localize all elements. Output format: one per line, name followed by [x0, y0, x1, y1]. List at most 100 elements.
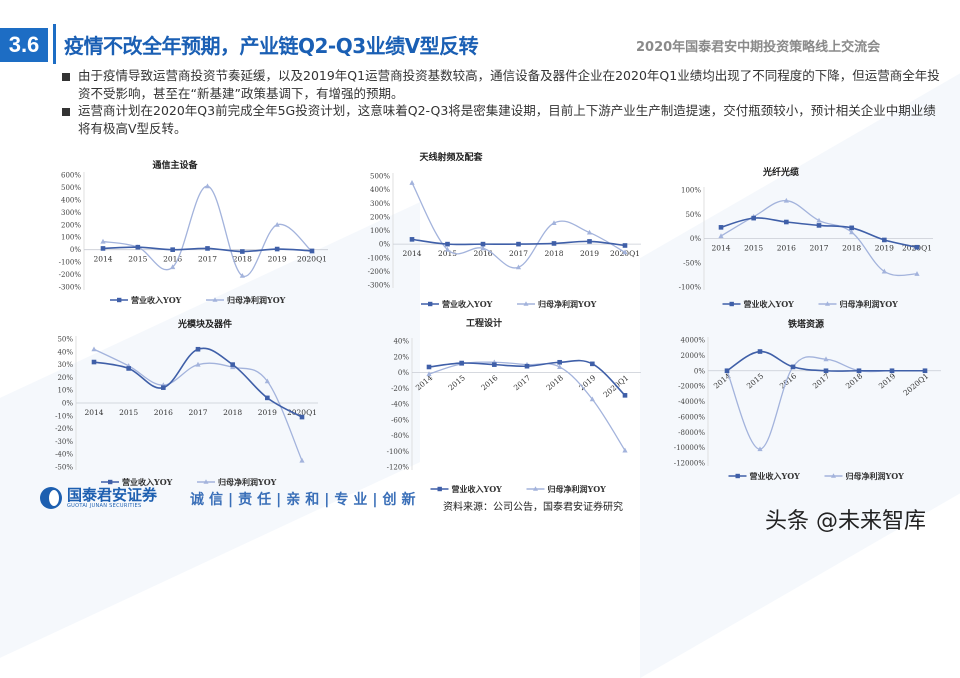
data-point-revenue	[816, 223, 822, 228]
data-point-revenue	[823, 368, 829, 374]
slogan: 诚信|责任|亲和|专业|创新	[190, 492, 421, 508]
legend-label: 归母净利润YOY	[846, 471, 905, 481]
y-tick-label: -10%	[55, 412, 73, 420]
x-tick-label: 2018	[544, 249, 563, 258]
x-tick-label: 2014	[712, 371, 733, 390]
legend-marker	[117, 297, 122, 303]
chart-3: 光纤光缆 100% 50% 0% -50% -100% 2014 2015 2016 2017 20…	[679, 166, 933, 309]
data-point-profit	[91, 346, 97, 352]
y-tick-label: 500%	[61, 184, 81, 192]
y-tick-label: 500%	[370, 173, 390, 181]
data-point-profit	[100, 238, 106, 244]
x-tick-label: 2016	[154, 408, 173, 417]
x-tick-label: 2018	[842, 244, 861, 253]
data-point-profit	[823, 356, 829, 362]
y-tick-label: -10000%	[674, 444, 706, 452]
y-tick-label: -20%	[391, 385, 409, 393]
data-point-profit	[204, 183, 211, 189]
y-tick-label: 100%	[370, 227, 390, 235]
y-tick-label: -4000%	[678, 398, 705, 406]
data-point-revenue	[240, 249, 245, 254]
y-tick-label: 20%	[57, 374, 73, 382]
y-tick-label: -60%	[391, 416, 409, 424]
bullet-item: 由于疫情导致运营商投资节奏延缓，以及2019年Q1运营商投资基数较高，通信设备及…	[62, 67, 942, 102]
legend-marker	[825, 301, 830, 306]
data-point-revenue	[551, 241, 557, 246]
watermark: 头条 @未来智库	[765, 509, 926, 534]
y-tick-label: -40%	[55, 451, 73, 459]
data-point-profit	[195, 361, 201, 367]
chart-title: 天线射频及配套	[419, 151, 483, 163]
legend-label: 归母净利润YOY	[227, 295, 286, 305]
legend-label: 营业收入YOY	[750, 471, 801, 481]
chart-1: 通信主设备 600% 500% 400% 300% 200% 100% 0% -100% -200…	[59, 159, 328, 305]
x-tick-label: 2019	[580, 249, 599, 258]
x-tick-label: 2019	[258, 408, 277, 417]
y-tick-label: 100%	[61, 234, 81, 242]
legend-marker	[437, 486, 442, 492]
chart-4: 光模块及器件 50% 40% 30% 20% 10% 0% -10% -20% -30% -40% -…	[55, 318, 318, 487]
data-point-revenue	[751, 215, 756, 221]
data-point-profit	[622, 447, 628, 453]
data-point-revenue	[922, 368, 928, 374]
charts-canvas: 通信主设备 600% 500% 400% 300% 200% 100% 0% -100% -200…	[55, 151, 941, 494]
x-tick-label: 2016	[777, 244, 796, 253]
data-point-profit	[299, 457, 305, 463]
data-point-revenue	[856, 368, 862, 374]
y-tick-label: 0%	[398, 369, 409, 377]
data-point-profit	[586, 229, 593, 235]
x-tick-label: 2017	[512, 373, 533, 392]
logo-icon	[40, 487, 62, 509]
data-point-profit	[239, 273, 245, 278]
source-note: 资料来源：公司公告，国泰君安证券研究	[443, 502, 623, 513]
bullet-text: 运营商计划在2020年Q3前完成全年5G投资计划，这意味着Q2-Q3将是密集建设…	[78, 103, 936, 136]
x-tick-label: 2014	[84, 408, 103, 417]
legend-marker	[108, 479, 113, 485]
event-name: 2020年国泰君安中期投资策略线上交流会	[636, 40, 881, 55]
y-tick-label: -50%	[683, 259, 701, 267]
data-point-revenue	[849, 225, 854, 231]
x-tick-label: 2019	[877, 371, 898, 390]
y-tick-label: -20%	[55, 425, 73, 433]
legend-label: 营业收入YOY	[442, 299, 493, 309]
y-tick-label: -100%	[368, 254, 391, 262]
x-tick-label: 2015	[744, 244, 763, 253]
legend-label: 营业收入YOY	[131, 295, 182, 305]
data-point-revenue	[195, 346, 201, 352]
y-tick-label: -200%	[368, 268, 391, 276]
title-divider	[53, 24, 56, 64]
data-point-profit	[515, 264, 522, 270]
data-point-revenue	[100, 246, 106, 251]
data-point-revenue	[524, 363, 530, 369]
data-point-revenue	[622, 393, 628, 398]
data-point-revenue	[274, 246, 280, 252]
y-tick-label: -200%	[59, 271, 82, 279]
y-tick-label: -50%	[55, 464, 73, 472]
y-tick-label: -6000%	[678, 413, 705, 421]
y-tick-label: -8000%	[678, 429, 705, 437]
y-tick-label: -30%	[55, 438, 73, 446]
data-point-revenue	[409, 237, 415, 242]
data-point-revenue	[480, 241, 486, 247]
bullet-text: 由于疫情导致运营商投资节奏延缓，以及2019年Q1运营商投资基数较高，通信设备及…	[78, 68, 940, 101]
chart-6: 铁塔资源 4000% 2000% 0% -2000% -4000% -6000% -8000%…	[674, 318, 941, 481]
data-point-profit	[816, 217, 822, 223]
y-tick-label: -100%	[679, 284, 702, 292]
y-tick-label: 30%	[57, 361, 73, 369]
legend-label: 归母净利润YOY	[548, 484, 607, 494]
y-tick-label: 50%	[685, 211, 701, 219]
x-tick-label: 2018	[223, 408, 242, 417]
data-point-profit	[622, 249, 628, 255]
y-tick-label: -300%	[368, 282, 391, 290]
x-tick-label: 2016	[163, 255, 182, 264]
section-number: 3.6	[0, 28, 48, 62]
data-point-revenue	[135, 244, 141, 250]
y-tick-label: 0%	[62, 400, 73, 408]
legend-marker	[533, 486, 538, 491]
x-tick-label: 2018	[844, 371, 865, 390]
y-tick-label: 2000%	[681, 352, 706, 360]
bullet-list: 由于疫情导致运营商投资节奏延缓，以及2019年Q1运营商投资基数较高，通信设备及…	[62, 67, 942, 137]
data-point-revenue	[205, 246, 210, 251]
data-point-revenue	[724, 368, 730, 374]
data-point-profit	[409, 180, 415, 185]
